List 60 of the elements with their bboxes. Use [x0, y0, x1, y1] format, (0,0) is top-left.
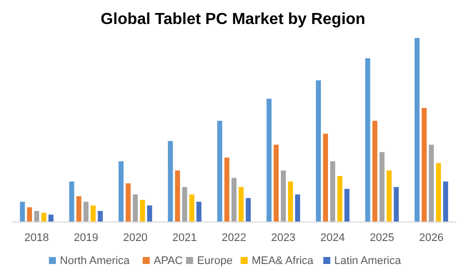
x-tick-label: 2026	[419, 232, 444, 244]
bar	[266, 98, 272, 222]
bar	[232, 178, 236, 222]
bar	[41, 212, 46, 222]
bar	[295, 194, 300, 222]
bar	[436, 163, 441, 222]
legend-label: MEA& Africa	[252, 255, 314, 267]
bar	[217, 120, 222, 222]
bar	[372, 120, 378, 222]
bar	[337, 176, 342, 222]
bar	[175, 170, 180, 222]
bar	[394, 187, 399, 222]
bar	[132, 194, 138, 222]
x-tick-label: 2018	[24, 232, 49, 244]
bar	[224, 158, 230, 222]
legend-label: APAC	[154, 255, 183, 267]
bar	[330, 161, 336, 222]
x-tick-label: 2024	[320, 232, 345, 244]
bar	[246, 198, 251, 222]
bar	[386, 170, 392, 222]
x-tick-label: 2021	[172, 232, 197, 244]
bar	[84, 202, 88, 222]
legend-label: Latin America	[334, 255, 402, 267]
bar	[20, 202, 25, 222]
bar	[316, 80, 321, 222]
bar	[90, 205, 96, 222]
bar	[48, 214, 54, 222]
bar	[34, 210, 40, 222]
bar	[422, 108, 427, 222]
bar	[189, 194, 194, 222]
legend-label: Europe	[197, 255, 233, 267]
bar	[380, 152, 384, 222]
bar	[140, 200, 145, 222]
chart-title: Global Tablet PC Market by Region	[100, 11, 366, 28]
bar	[196, 202, 202, 222]
bar	[428, 144, 434, 222]
bar	[27, 207, 32, 222]
bar	[365, 58, 370, 222]
bar	[147, 205, 152, 222]
bar	[168, 141, 173, 222]
x-tick-label: 2023	[271, 232, 296, 244]
bar	[98, 210, 103, 222]
bar	[288, 182, 293, 222]
bar	[323, 134, 328, 222]
x-tick-label: 2020	[123, 232, 148, 244]
bar	[274, 144, 279, 222]
bar	[126, 183, 131, 222]
bar	[414, 38, 420, 222]
x-tick-label: 2022	[222, 232, 246, 244]
bar	[238, 187, 244, 222]
bar	[118, 161, 124, 222]
bar	[344, 188, 350, 222]
bar	[182, 187, 188, 222]
legend-label: North America	[60, 255, 130, 267]
x-tick-label: 2025	[370, 232, 394, 244]
x-tick-label: 2019	[74, 232, 98, 244]
bar	[69, 182, 74, 222]
bar	[76, 196, 82, 222]
bar	[443, 182, 448, 222]
bar	[280, 170, 286, 222]
